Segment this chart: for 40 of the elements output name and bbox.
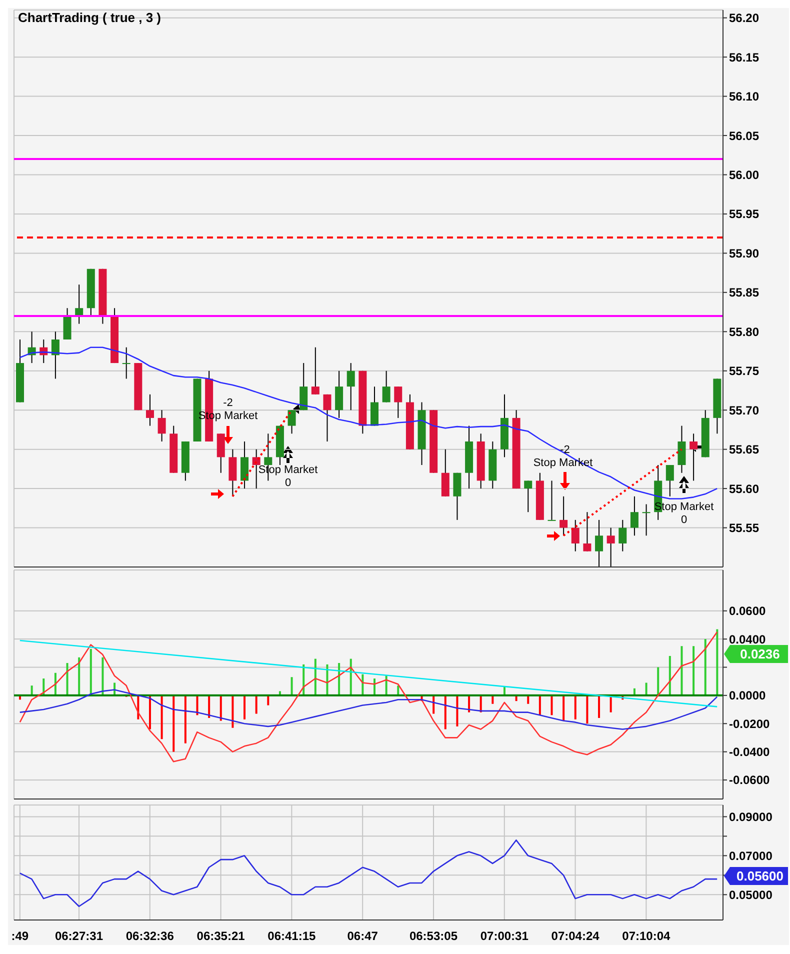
y-tick-label: 56.15 [729, 50, 760, 64]
annotation: 0 [284, 477, 292, 489]
x-tick-label: 07:04:24 [551, 929, 600, 943]
x-tick-label: 06:35:21 [196, 929, 246, 943]
y-tick-label: 55.60 [729, 482, 760, 496]
x-tick-label: :49 [11, 929, 29, 943]
y-tick-label: 55.70 [729, 403, 760, 418]
x-tick-label: 06:53:05 [409, 929, 458, 943]
y-tick-label: 0.0400 [729, 632, 766, 646]
text: 0.0236 [740, 646, 780, 662]
x-tick-label: 06:41:15 [268, 929, 316, 943]
x-tick-label: 07:10:04 [622, 929, 671, 943]
y-tick-label: 56.05 [729, 128, 760, 143]
y-tick-label: -0.0600 [729, 773, 770, 788]
x-tick-label: 06:27:31 [54, 929, 104, 943]
y-tick-label: 56.10 [729, 90, 760, 104]
y-tick-label: 0.09000 [729, 810, 773, 824]
y-tick-label: 0.0600 [729, 604, 766, 618]
y-tick-label: 56.20 [729, 11, 760, 26]
y-tick-label: 55.80 [729, 324, 760, 339]
x-tick-label: 06:47 [347, 929, 378, 943]
y-tick-label: -0.0200 [729, 716, 770, 731]
y-tick-label: 56.00 [729, 168, 760, 182]
y-tick-label: 55.95 [729, 207, 760, 222]
annotation: 0 [680, 514, 688, 526]
x-tick-label: 06:32:36 [126, 929, 174, 943]
x-tick-label: 07:00:31 [480, 929, 529, 943]
annotation: -2 [223, 397, 233, 409]
y-tick-label: 55.65 [729, 442, 760, 457]
y-tick-label: 55.90 [729, 246, 760, 260]
y-tick-label: 0.0000 [729, 688, 766, 703]
y-tick-label: 55.55 [729, 521, 760, 536]
chart-title: ChartTrading ( true , 3 ) [18, 10, 162, 25]
y-tick-label: -0.0400 [729, 745, 770, 760]
text: 0.05600 [736, 868, 784, 884]
annotation: -2 [560, 444, 570, 456]
y-tick-label: 55.75 [729, 364, 760, 378]
y-tick-label: 0.07000 [729, 848, 773, 863]
y-tick-label: 0.05000 [729, 888, 773, 902]
y-tick-label: 55.85 [729, 286, 760, 300]
